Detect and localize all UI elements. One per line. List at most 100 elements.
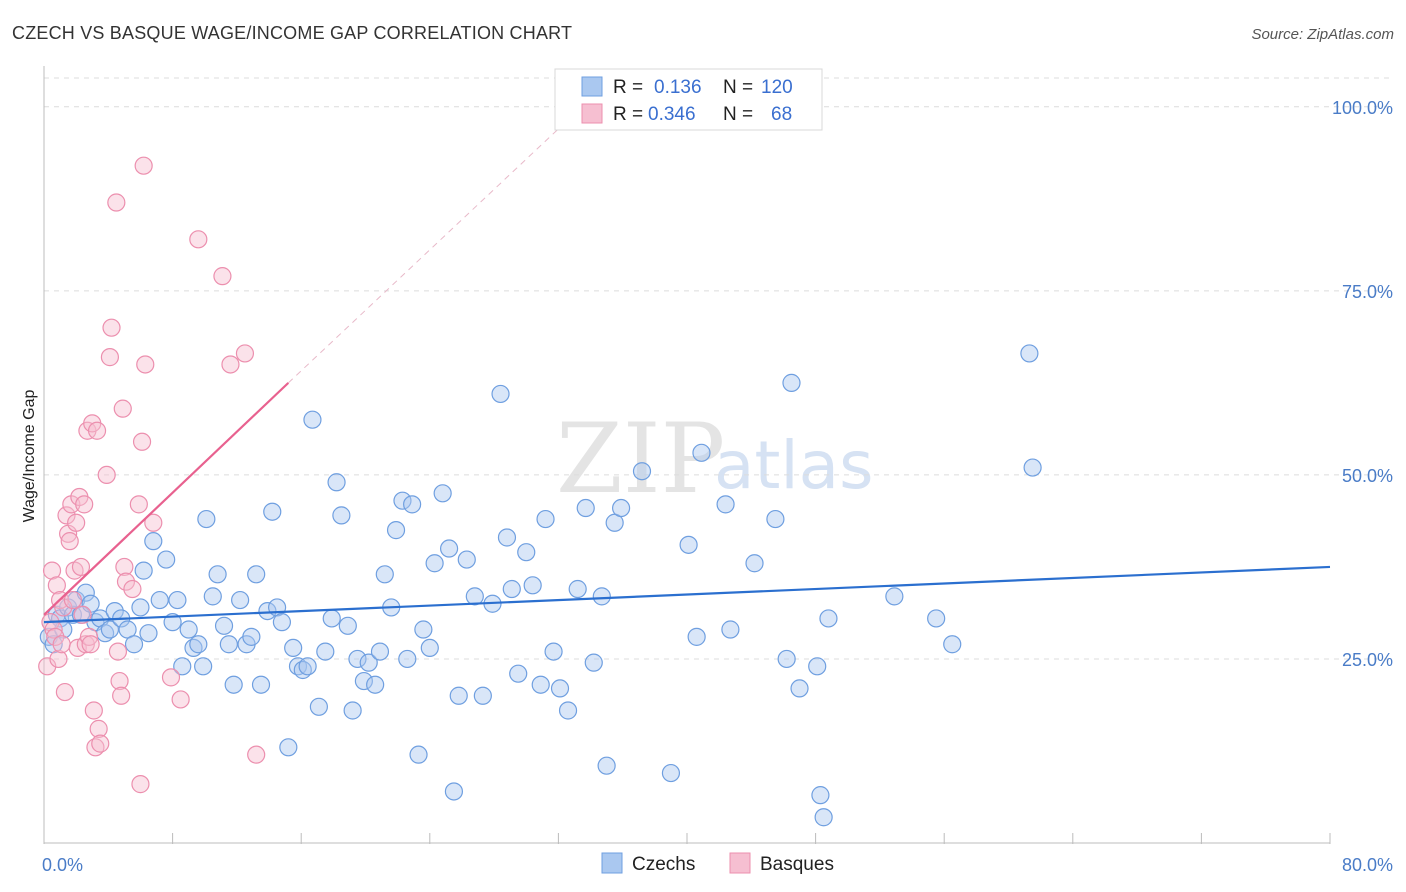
czechs-point-71 <box>409 745 428 764</box>
czechs-point-89 <box>531 675 550 694</box>
czechs-point-81 <box>473 686 492 705</box>
basques-point-6 <box>49 649 68 669</box>
basques-point-39 <box>112 686 131 705</box>
czechs-point-104 <box>687 627 706 646</box>
basques-point-44 <box>129 495 148 514</box>
basques-point-11 <box>57 506 76 525</box>
czechs-point-106 <box>716 495 735 514</box>
czechs-point-80 <box>465 587 484 606</box>
czechs-point-115 <box>814 808 833 827</box>
czechs-point-24 <box>157 550 176 569</box>
czechs-point-85 <box>502 579 521 599</box>
basques-point-17 <box>67 513 86 532</box>
czechs-point-119 <box>943 635 962 654</box>
czechs-point-56 <box>327 473 346 492</box>
basques-point-0 <box>38 657 57 676</box>
czechs-point-18 <box>124 635 144 654</box>
czechs-point-96 <box>584 653 603 672</box>
legend-n-value-basques: 68 <box>771 104 792 125</box>
basques-point-21 <box>73 605 92 624</box>
czechs-point-72 <box>414 620 433 639</box>
czechs-point-52 <box>303 410 322 429</box>
czechs-point-40 <box>242 627 261 646</box>
basques-point-55 <box>235 344 255 363</box>
basques-point-43 <box>123 579 142 599</box>
czechs-point-35 <box>214 616 234 635</box>
basques-point-22 <box>75 495 94 514</box>
trend-line-basques <box>43 382 290 616</box>
czechs-point-112 <box>790 679 809 698</box>
y-tick-label-2: 75.0% <box>1342 282 1393 302</box>
basques-point-2 <box>42 561 62 580</box>
basques-point-25 <box>79 627 99 646</box>
watermark-atlas: atlas <box>714 427 874 504</box>
legend-r-value-basques: 0.346 <box>648 104 696 125</box>
czechs-point-91 <box>544 642 563 661</box>
czechs-point-28 <box>179 620 198 639</box>
czechs-point-107 <box>721 620 740 639</box>
czechs-point-74 <box>425 554 444 573</box>
czechs-point-118 <box>927 609 946 628</box>
czechs-point-120 <box>1020 344 1039 363</box>
czechs-point-88 <box>523 576 542 595</box>
czechs-point-93 <box>558 701 578 720</box>
y-axis-label: Wage/Income Gap <box>21 390 38 523</box>
watermark: ZIP atlas <box>556 403 874 515</box>
x-tick-label-0: 0.0% <box>42 855 83 875</box>
czechs-point-114 <box>811 786 830 805</box>
czechs-point-30 <box>189 635 208 654</box>
basques-point-52 <box>189 230 208 249</box>
basques-point-56 <box>247 745 266 764</box>
x-tick-label-1: 80.0% <box>1342 855 1393 875</box>
czechs-point-61 <box>354 671 373 691</box>
czechs-point-42 <box>251 675 271 694</box>
czechs-point-51 <box>298 657 317 676</box>
axes <box>43 66 1331 844</box>
czechs-point-64 <box>370 642 390 661</box>
czechs-point-92 <box>550 679 570 698</box>
czechs-point-55 <box>322 609 341 628</box>
czechs-point-46 <box>272 613 292 632</box>
czechs-point-105 <box>692 443 711 462</box>
czechs-point-86 <box>509 664 528 683</box>
basques-point-8 <box>52 635 71 654</box>
bottom-legend-label-basques: Basques <box>760 854 834 875</box>
basques-point-20 <box>71 557 91 577</box>
czechs-point-83 <box>491 384 510 404</box>
basques-point-13 <box>60 532 79 551</box>
basques-point-53 <box>213 267 232 286</box>
czechs-point-57 <box>332 506 351 525</box>
basques-point-47 <box>134 156 153 175</box>
basques-point-4 <box>46 627 65 646</box>
basques-point-48 <box>136 355 155 374</box>
czechs-point-38 <box>231 590 250 610</box>
basques-point-45 <box>131 775 150 794</box>
basques-point-32 <box>91 734 110 753</box>
trend-lines <box>43 128 1331 624</box>
legend-r-label-basques: R = <box>613 104 643 125</box>
basques-point-46 <box>132 432 152 451</box>
czechs-point-110 <box>777 649 796 669</box>
chart-source: Source: ZipAtlas.com <box>1251 26 1394 43</box>
czechs-point-90 <box>536 509 555 529</box>
czechs-point-102 <box>661 763 681 783</box>
legend-r-label-czechs: R = <box>613 77 643 98</box>
basques-point-37 <box>108 642 128 661</box>
basques-point-5 <box>47 576 66 595</box>
czechs-point-117 <box>885 587 904 606</box>
czechs-point-78 <box>449 686 468 705</box>
czechs-point-59 <box>343 701 362 720</box>
basques-point-9 <box>54 598 73 617</box>
basques-point-33 <box>97 465 116 485</box>
czechs-point-48 <box>284 638 303 658</box>
czechs-point-94 <box>568 579 587 599</box>
czechs-point-121 <box>1023 458 1042 477</box>
czechs-point-44 <box>263 502 282 521</box>
basques-point-41 <box>115 557 134 577</box>
basques-points <box>38 156 266 794</box>
czechs-point-70 <box>403 495 422 514</box>
tick-labels: 25.0% 50.0% 75.0% 100.0% 0.0% 80.0% <box>42 98 1393 875</box>
czechs-point-111 <box>782 373 801 392</box>
legend: R = 0.136 N = 120 R = 0.346 N = 68 <box>554 68 823 131</box>
czechs-point-22 <box>144 532 163 551</box>
